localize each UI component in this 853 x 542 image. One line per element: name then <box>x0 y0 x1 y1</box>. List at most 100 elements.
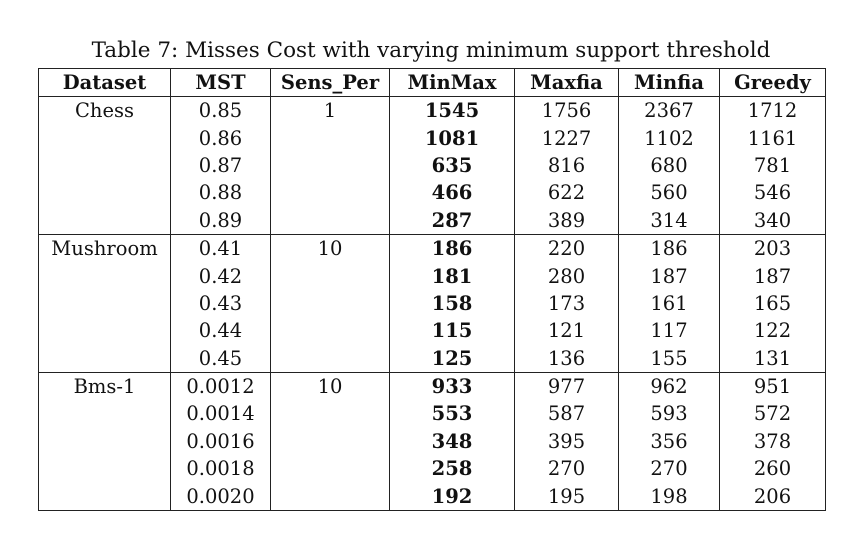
misses-cost-table: Dataset MST Sens_Per MinMax Maxfia Minfi… <box>38 68 826 511</box>
cell-dataset <box>38 400 171 428</box>
cell-mst: 0.89 <box>170 206 271 235</box>
cell-greedy: 1161 <box>719 124 826 152</box>
cell-minfia: 356 <box>618 427 720 456</box>
header-row: Dataset MST Sens_Per MinMax Maxfia Minfi… <box>38 68 826 97</box>
cell-sens-per <box>270 344 390 373</box>
cell-greedy: 206 <box>719 482 826 511</box>
cell-minmax: 466 <box>389 179 515 207</box>
cell-sens-per <box>270 427 390 456</box>
table-row: 0.0014 553 587 593 572 <box>38 400 826 428</box>
table-row: 0.88 466 622 560 546 <box>38 179 826 207</box>
cell-greedy: 546 <box>719 179 826 207</box>
cell-minfia: 198 <box>618 482 720 511</box>
cell-greedy: 781 <box>719 151 826 180</box>
cell-minfia: 161 <box>618 289 720 318</box>
cell-minmax: 287 <box>389 206 515 235</box>
header-greedy: Greedy <box>719 68 826 97</box>
cell-maxfia: 136 <box>514 344 619 373</box>
cell-maxfia: 816 <box>514 151 619 180</box>
header-mst: MST <box>170 68 271 97</box>
table-row: 0.42 181 280 187 187 <box>38 262 826 290</box>
table-row: 0.0018 258 270 270 260 <box>38 455 826 483</box>
cell-maxfia: 395 <box>514 427 619 456</box>
cell-sens-per <box>270 400 390 428</box>
header-dataset: Dataset <box>38 68 171 97</box>
header-minfia: Minfia <box>618 68 720 97</box>
cell-maxfia: 220 <box>514 233 619 263</box>
header-maxfia: Maxfia <box>514 68 619 97</box>
cell-mst: 0.41 <box>170 233 271 263</box>
cell-minmax: 192 <box>389 482 515 511</box>
table-row: 0.89 287 389 314 340 <box>38 206 826 235</box>
cell-mst: 0.0020 <box>170 482 271 511</box>
cell-sens-per: 1 <box>270 96 390 125</box>
cell-greedy: 165 <box>719 289 826 318</box>
cell-mst: 0.44 <box>170 317 271 345</box>
cell-minmax: 348 <box>389 427 515 456</box>
cell-greedy: 203 <box>719 233 826 263</box>
cell-mst: 0.45 <box>170 344 271 373</box>
cell-minfia: 680 <box>618 151 720 180</box>
cell-maxfia: 173 <box>514 289 619 318</box>
cell-greedy: 572 <box>719 400 826 428</box>
table-row: Bms-1 0.0012 10 933 977 962 951 <box>38 371 826 401</box>
cell-dataset <box>38 344 171 373</box>
cell-sens-per: 10 <box>270 371 390 401</box>
cell-minmax: 115 <box>389 317 515 345</box>
cell-dataset: Mushroom <box>38 233 171 263</box>
table-caption: Table 7: Misses Cost with varying minimu… <box>91 38 771 63</box>
table-row: 0.0020 192 195 198 206 <box>38 482 826 511</box>
cell-minfia: 270 <box>618 455 720 483</box>
cell-greedy: 131 <box>719 344 826 373</box>
cell-mst: 0.43 <box>170 289 271 318</box>
header-minmax: MinMax <box>389 68 515 97</box>
cell-sens-per <box>270 179 390 207</box>
table-row: Mushroom 0.41 10 186 220 186 203 <box>38 233 826 263</box>
table-row: 0.87 635 816 680 781 <box>38 151 826 180</box>
cell-sens-per <box>270 289 390 318</box>
cell-greedy: 378 <box>719 427 826 456</box>
cell-maxfia: 195 <box>514 482 619 511</box>
cell-dataset <box>38 151 171 180</box>
cell-minmax: 933 <box>389 371 515 401</box>
cell-minfia: 187 <box>618 262 720 290</box>
cell-maxfia: 389 <box>514 206 619 235</box>
table-row: 0.45 125 136 155 131 <box>38 344 826 373</box>
cell-minmax: 553 <box>389 400 515 428</box>
cell-sens-per: 10 <box>270 233 390 263</box>
cell-maxfia: 622 <box>514 179 619 207</box>
cell-minmax: 186 <box>389 233 515 263</box>
cell-minmax: 1545 <box>389 96 515 125</box>
cell-maxfia: 1756 <box>514 96 619 125</box>
cell-greedy: 340 <box>719 206 826 235</box>
cell-minfia: 186 <box>618 233 720 263</box>
cell-maxfia: 587 <box>514 400 619 428</box>
cell-dataset <box>38 455 171 483</box>
cell-minmax: 258 <box>389 455 515 483</box>
cell-minfia: 117 <box>618 317 720 345</box>
cell-mst: 0.86 <box>170 124 271 152</box>
cell-mst: 0.0018 <box>170 455 271 483</box>
cell-dataset <box>38 317 171 345</box>
cell-minmax: 1081 <box>389 124 515 152</box>
cell-minfia: 314 <box>618 206 720 235</box>
cell-dataset <box>38 289 171 318</box>
cell-mst: 0.85 <box>170 96 271 125</box>
cell-minmax: 158 <box>389 289 515 318</box>
cell-minfia: 593 <box>618 400 720 428</box>
cell-sens-per <box>270 262 390 290</box>
cell-mst: 0.0014 <box>170 400 271 428</box>
cell-minfia: 1102 <box>618 124 720 152</box>
cell-minfia: 2367 <box>618 96 720 125</box>
cell-dataset: Chess <box>38 96 171 125</box>
cell-maxfia: 121 <box>514 317 619 345</box>
cell-greedy: 1712 <box>719 96 826 125</box>
table-row: 0.44 115 121 117 122 <box>38 317 826 345</box>
cell-sens-per <box>270 482 390 511</box>
cell-minmax: 181 <box>389 262 515 290</box>
cell-greedy: 122 <box>719 317 826 345</box>
table-row: Chess 0.85 1 1545 1756 2367 1712 <box>38 96 826 125</box>
cell-sens-per <box>270 124 390 152</box>
cell-maxfia: 270 <box>514 455 619 483</box>
cell-dataset <box>38 482 171 511</box>
